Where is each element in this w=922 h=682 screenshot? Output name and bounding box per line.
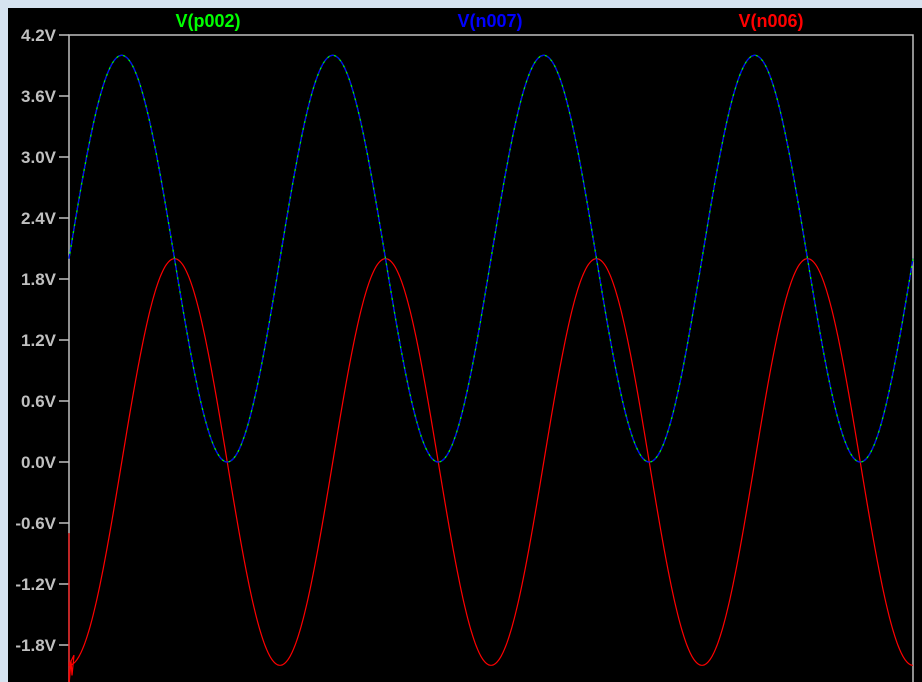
y-tick-label: 1.8V <box>21 270 57 289</box>
y-tick-label: 3.6V <box>21 87 57 106</box>
plot-frame <box>68 34 914 682</box>
y-tick-label: -0.6V <box>15 514 56 533</box>
trace-v-n007 <box>68 54 914 463</box>
legend-v-p002[interactable]: V(p002) <box>175 11 240 31</box>
y-tick-label: -1.8V <box>15 636 56 655</box>
y-tick-label: 0.0V <box>21 453 57 472</box>
y-tick-label: 1.2V <box>21 331 57 350</box>
trace-v-n006 <box>67 258 914 682</box>
legend-v-n007[interactable]: V(n007) <box>457 11 522 31</box>
y-tick-label: 4.2V <box>21 26 57 45</box>
y-tick-label: -1.2V <box>15 575 56 594</box>
legend-v-n006[interactable]: V(n006) <box>738 11 803 31</box>
y-tick-label: 3.0V <box>21 148 57 167</box>
y-tick-label: 0.6V <box>21 392 57 411</box>
y-tick-label: 2.4V <box>21 209 57 228</box>
plot-background <box>8 8 922 682</box>
